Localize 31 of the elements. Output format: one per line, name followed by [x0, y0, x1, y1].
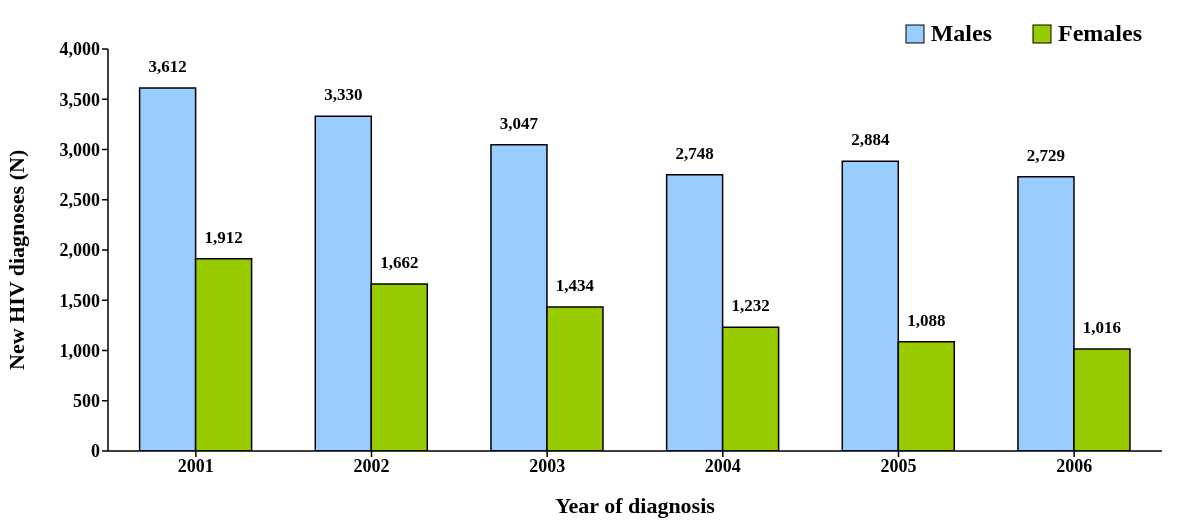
legend-label: Females	[1058, 20, 1142, 47]
y-tick-label: 4,000	[59, 39, 100, 60]
x-tick-label: 2004	[704, 455, 741, 476]
data-label: 3,047	[499, 113, 539, 133]
y-tick-label: 0	[91, 441, 100, 462]
data-label: 1,662	[380, 252, 419, 272]
y-axis-title: New HIV diagnoses (N)	[3, 149, 29, 370]
x-axis-title: Year of diagnosis	[555, 493, 716, 518]
x-tick-label: 2006	[1056, 455, 1093, 476]
x-tick-label: 2005	[880, 455, 917, 476]
y-tick-label: 2,500	[59, 190, 100, 211]
data-label: 2,748	[675, 143, 714, 163]
y-tick-label: 3,500	[59, 89, 100, 110]
data-label: 1,088	[907, 310, 946, 330]
data-label: 1,016	[1082, 317, 1122, 337]
legend-label: Males	[930, 20, 993, 47]
x-tick-label: 2003	[529, 455, 566, 476]
data-label: 2,884	[851, 130, 890, 150]
x-tick-label: 2002	[353, 455, 390, 476]
data-label: 1,912	[204, 227, 243, 247]
y-tick-label: 1,500	[59, 290, 100, 311]
data-label: 2,729	[1026, 145, 1066, 165]
y-tick-label: 500	[73, 391, 100, 412]
data-label: 3,330	[324, 85, 363, 105]
data-label: 3,612	[148, 56, 187, 76]
y-tick-label: 2,000	[59, 240, 100, 261]
x-tick-label: 2001	[177, 455, 214, 476]
data-label: 1,232	[731, 296, 770, 316]
y-tick-label: 1,000	[59, 340, 100, 361]
data-label: 1,434	[555, 275, 595, 295]
y-tick-label: 3,000	[59, 139, 100, 160]
